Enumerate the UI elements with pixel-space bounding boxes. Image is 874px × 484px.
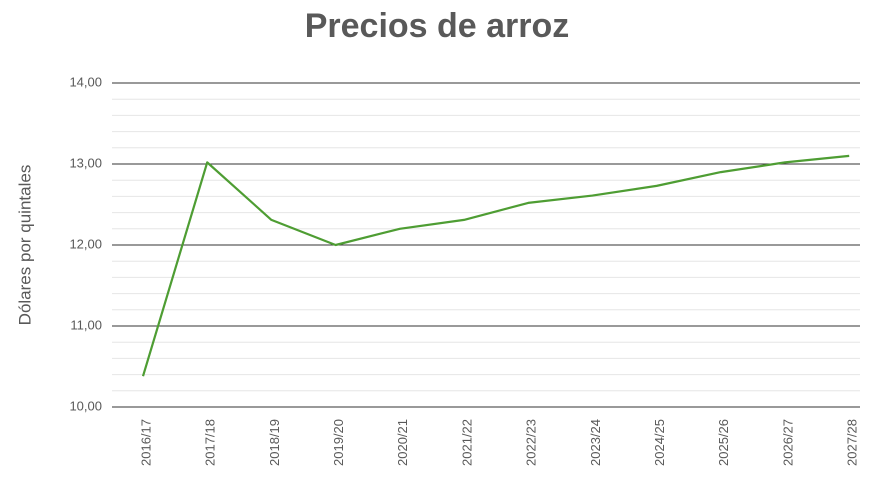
- y-tick-label: 12,00: [69, 236, 102, 251]
- x-tick-label: 2021/22: [459, 419, 474, 466]
- x-tick-label: 2025/26: [716, 419, 731, 466]
- x-tick-label: 2020/21: [395, 419, 410, 466]
- x-tick-label: 2019/20: [331, 419, 346, 466]
- y-tick-label: 10,00: [69, 398, 102, 413]
- x-tick-label: 2022/23: [524, 419, 539, 466]
- x-tick-label: 2018/19: [267, 419, 282, 466]
- data-line: [141, 154, 850, 377]
- x-tick-label: 2023/24: [588, 419, 603, 466]
- y-tick-label: 14,00: [69, 74, 102, 89]
- x-tick-label: 2027/28: [845, 419, 860, 466]
- chart-title: Precios de arroz: [305, 7, 570, 45]
- x-tick-label: 2026/27: [780, 419, 795, 466]
- x-tick-label: 2024/25: [652, 419, 667, 466]
- y-tick-label: 11,00: [70, 317, 102, 332]
- x-tick-label: 2017/18: [203, 419, 218, 466]
- y-axis-label: Dólares por quintales: [15, 165, 34, 326]
- y-tick-label: 13,00: [69, 155, 102, 170]
- x-tick-label: 2016/17: [138, 419, 153, 466]
